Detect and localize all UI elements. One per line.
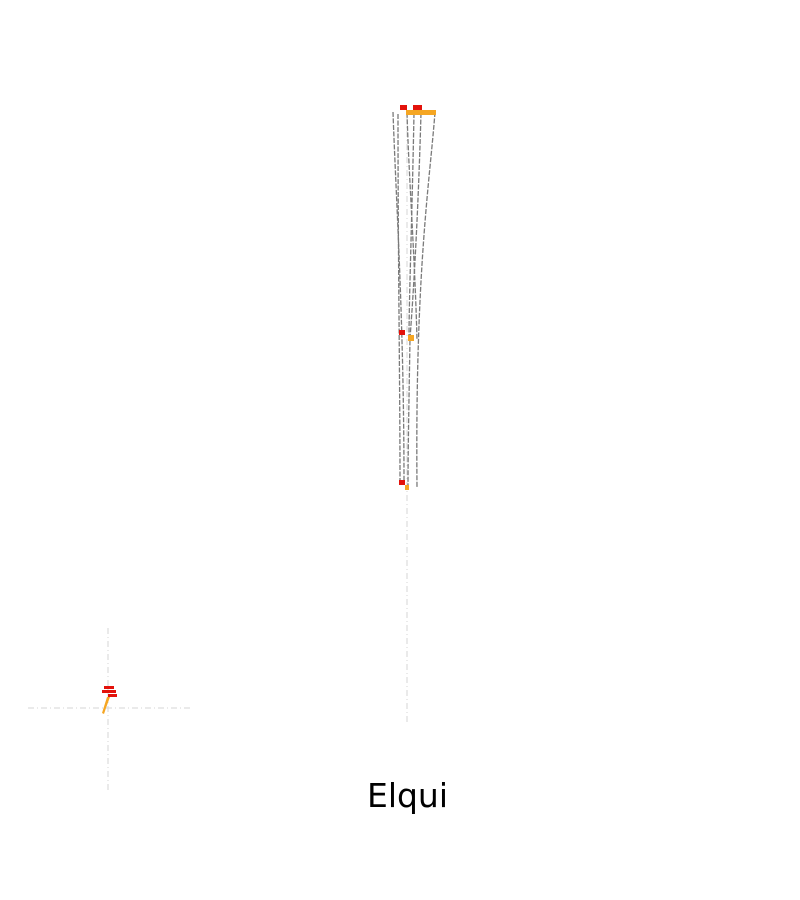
mini-orange-mark <box>102 697 110 714</box>
reference-crosshair <box>28 628 190 790</box>
bottom-red-marker <box>399 480 405 485</box>
mini-red-mark <box>104 686 114 689</box>
miniature-glyph <box>102 686 117 714</box>
mini-red-mark <box>102 690 116 693</box>
strand-inner-left <box>397 113 401 483</box>
mini-red-mark <box>108 694 117 697</box>
middle-red-marker <box>399 330 405 335</box>
top-marker-group <box>400 105 436 115</box>
strand-outer-left <box>392 111 405 486</box>
top-red-marker <box>400 105 407 110</box>
diagram-caption: Elqui <box>366 776 449 815</box>
strand-group <box>392 111 436 489</box>
strand-center <box>408 112 415 339</box>
middle-marker-group <box>399 330 414 341</box>
bottom-marker-group <box>399 480 409 490</box>
middle-orange-marker <box>408 335 414 341</box>
bottom-orange-marker <box>405 485 409 490</box>
top-orange-bar <box>406 110 436 115</box>
strand-outer-right <box>416 111 436 488</box>
top-red-marker <box>413 105 422 110</box>
strand-inner-right <box>407 112 422 489</box>
